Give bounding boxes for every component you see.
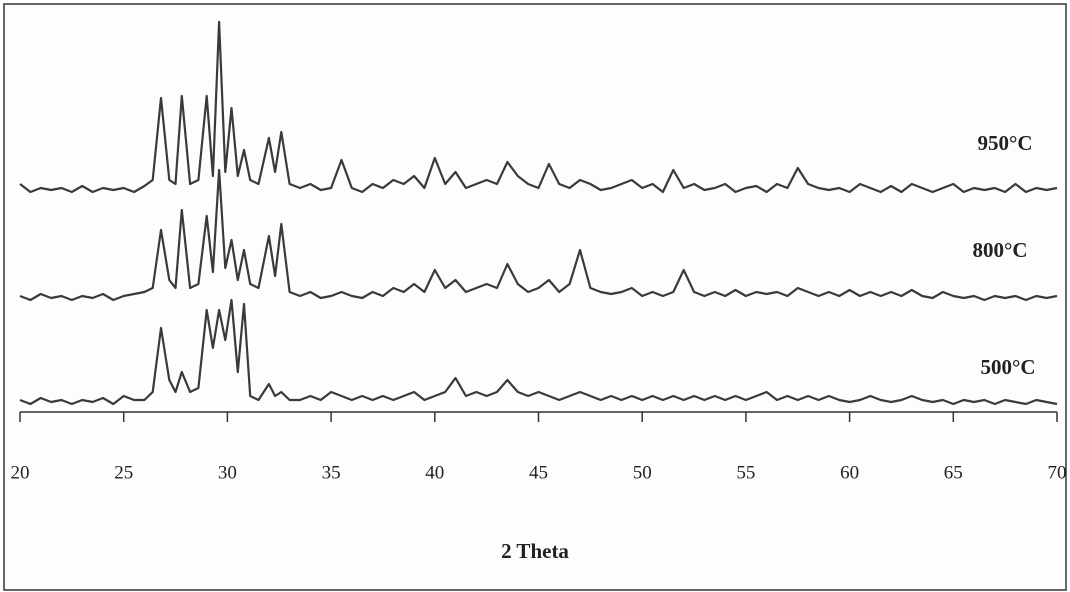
x-tick-label: 20 [11,462,30,483]
x-tick-label: 50 [633,462,652,483]
x-tick-label: 25 [114,462,133,483]
xrd-pattern [19,298,1058,406]
x-tick-label: 65 [944,462,963,483]
x-axis-title: 2 Theta [501,539,569,563]
frame [3,3,1067,591]
x-tick-label: 70 [1048,462,1067,483]
x-tick-label: 30 [218,462,237,483]
series-label: 800°C [972,238,1027,262]
series-label: 950°C [977,131,1032,155]
x-tick-label: 40 [425,462,444,483]
x-tick-label: 45 [529,462,548,483]
x-tick-label: 60 [840,462,859,483]
xrd-pattern [19,168,1058,302]
series-label: 500°C [980,355,1035,379]
x-tick-label: 35 [322,462,341,483]
xrd-pattern [19,20,1058,194]
x-tick-label: 55 [736,462,755,483]
